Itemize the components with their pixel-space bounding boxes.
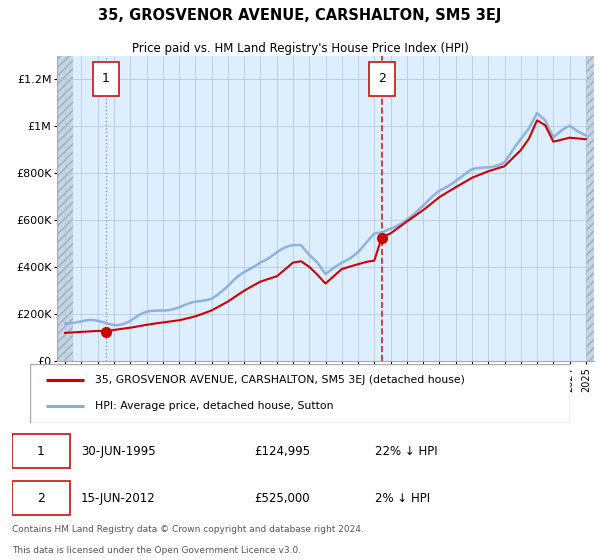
FancyBboxPatch shape [93,62,119,96]
Text: 2: 2 [378,72,386,85]
FancyBboxPatch shape [12,482,70,515]
Text: 2% ↓ HPI: 2% ↓ HPI [375,492,430,505]
Text: £124,995: £124,995 [254,445,310,458]
Bar [57,56,73,361]
Text: 22% ↓ HPI: 22% ↓ HPI [375,445,437,458]
Text: 15-JUN-2012: 15-JUN-2012 [81,492,156,505]
Text: This data is licensed under the Open Government Licence v3.0.: This data is licensed under the Open Gov… [12,546,301,555]
Text: HPI: Average price, detached house, Sutton: HPI: Average price, detached house, Sutt… [95,402,334,412]
FancyBboxPatch shape [30,364,570,423]
FancyBboxPatch shape [369,62,395,96]
Text: 35, GROSVENOR AVENUE, CARSHALTON, SM5 3EJ (detached house): 35, GROSVENOR AVENUE, CARSHALTON, SM5 3E… [95,375,464,385]
Text: 1: 1 [37,445,45,458]
Text: 2: 2 [37,492,45,505]
Text: 35, GROSVENOR AVENUE, CARSHALTON, SM5 3EJ: 35, GROSVENOR AVENUE, CARSHALTON, SM5 3E… [98,8,502,24]
Text: 1: 1 [102,72,110,85]
Text: Contains HM Land Registry data © Crown copyright and database right 2024.: Contains HM Land Registry data © Crown c… [12,525,364,534]
Text: £525,000: £525,000 [254,492,310,505]
Text: 30-JUN-1995: 30-JUN-1995 [81,445,156,458]
Text: Price paid vs. HM Land Registry's House Price Index (HPI): Price paid vs. HM Land Registry's House … [131,42,469,55]
Bar [586,56,594,361]
FancyBboxPatch shape [12,435,70,468]
